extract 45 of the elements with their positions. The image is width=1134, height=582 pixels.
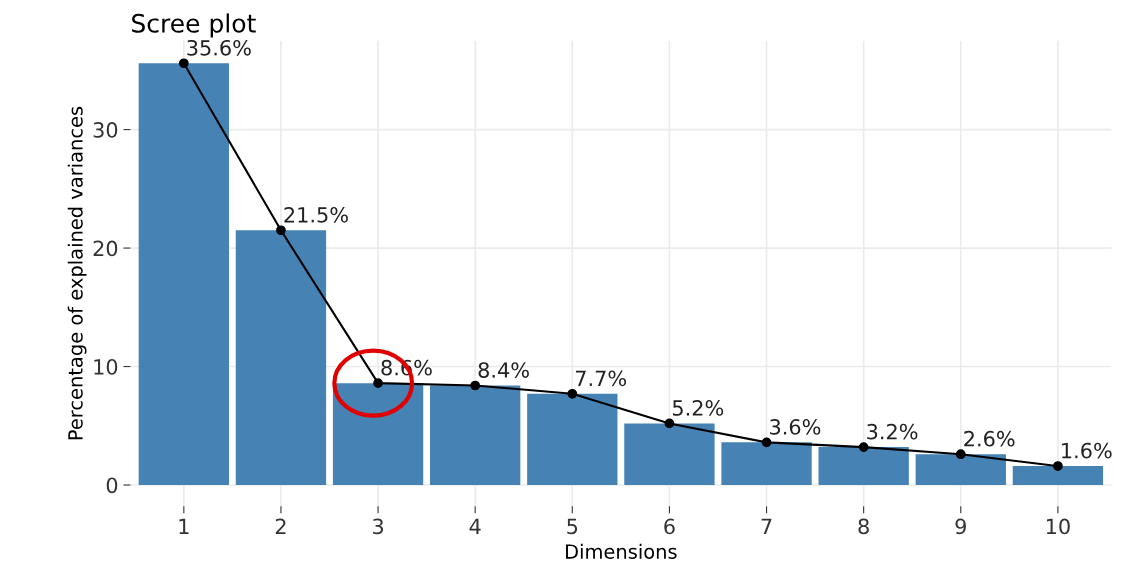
data-label: 8.4% [478, 362, 529, 378]
y-tick-label: 10 [94, 358, 118, 375]
point [470, 380, 481, 391]
x-axis-title: Dimensions [566, 543, 677, 559]
x-tick-label: 4 [469, 518, 481, 534]
point [761, 437, 772, 448]
y-tick-label: 30 [93, 122, 118, 138]
bar [818, 447, 909, 486]
x-tick-label: 6 [664, 518, 675, 535]
point [276, 225, 286, 236]
data-label: 3.2% [867, 423, 918, 440]
y-tick-label: 0 [106, 477, 118, 494]
bar [915, 454, 1006, 486]
data-label: 35.6% [187, 39, 251, 56]
bar [138, 63, 229, 486]
point [178, 58, 189, 69]
data-label: 3.6% [770, 419, 821, 435]
bar [430, 385, 521, 486]
bar [624, 423, 715, 486]
point [858, 442, 869, 452]
x-tick-label: 8 [858, 518, 869, 535]
data-label: 5.2% [672, 400, 724, 416]
x-tick-label: 3 [373, 518, 384, 535]
chart-title: Scree plot [132, 13, 256, 38]
data-label: 1.6% [1062, 442, 1112, 459]
bar [527, 393, 618, 486]
x-tick-label: 9 [955, 518, 966, 535]
x-tick-label: 1 [179, 518, 189, 534]
point [567, 388, 578, 399]
bar [1012, 466, 1104, 486]
x-tick-label: 10 [1046, 518, 1070, 535]
data-label: 2.6% [964, 430, 1015, 447]
data-label: 7.7% [575, 370, 627, 387]
bar [721, 442, 812, 486]
x-tick-label: 7 [761, 518, 772, 534]
y-axis-title: Percentage of explained variances [67, 106, 87, 440]
x-tick-label: 5 [567, 518, 578, 535]
x-tick-label: 2 [275, 518, 286, 534]
y-tick-label: 20 [93, 240, 118, 257]
data-label: 21.5% [284, 206, 348, 223]
point [955, 449, 966, 460]
point [373, 378, 383, 388]
point [1053, 461, 1063, 471]
point [664, 418, 675, 429]
bar [235, 230, 327, 486]
